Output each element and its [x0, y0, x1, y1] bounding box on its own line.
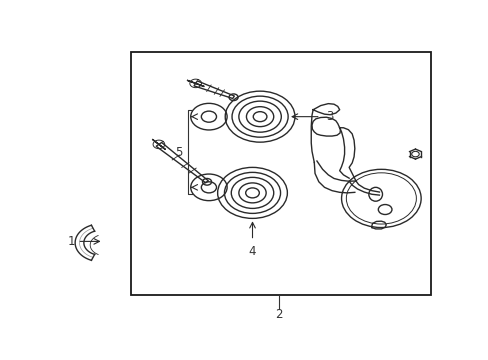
Text: 3: 3: [326, 110, 333, 123]
Text: 1: 1: [68, 235, 75, 248]
Text: 5: 5: [175, 145, 182, 158]
Text: 4: 4: [248, 245, 256, 258]
Text: 2: 2: [275, 309, 282, 321]
